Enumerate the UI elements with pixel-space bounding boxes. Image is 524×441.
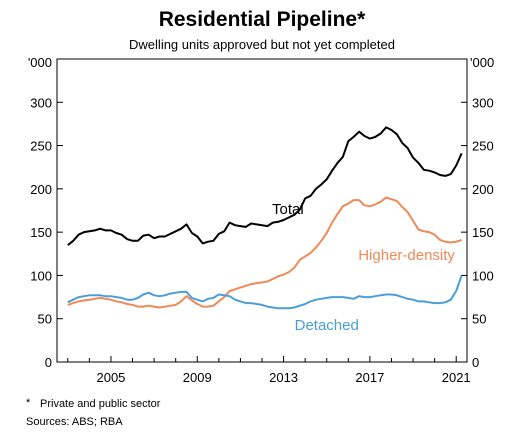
y-tick-label-left: 50 [38, 312, 52, 327]
y-tick-label-left: 100 [30, 268, 52, 283]
footnote-marker: * [26, 397, 31, 409]
series-line-detached [67, 275, 463, 310]
chart-subtitle: Dwelling units approved but not yet comp… [129, 37, 395, 52]
y-tick-label-right: 250 [472, 139, 494, 154]
y-unit-right: '000 [470, 55, 494, 70]
series-line-higher-density [67, 196, 462, 309]
x-tick-label: 2021 [442, 370, 471, 385]
x-tick-label: 2017 [355, 370, 384, 385]
y-tick-label-left: 300 [30, 95, 52, 110]
series-label-higher-density: Higher-density [358, 247, 455, 264]
y-tick-label-right: 100 [472, 268, 494, 283]
x-tick-label: 2009 [183, 370, 212, 385]
series-label-total: Total [272, 201, 304, 218]
y-tick-label-left: 250 [30, 139, 52, 154]
series-labels: Total Higher-density Detached [272, 201, 455, 334]
y-tick-label-right: 0 [472, 355, 479, 370]
x-tick-label: 2013 [269, 370, 298, 385]
x-tick-label: 2005 [96, 370, 125, 385]
y-tick-label-left: 200 [30, 182, 52, 197]
series-lines [67, 126, 463, 310]
y-tick-label-right: 200 [472, 182, 494, 197]
y-tick-label-left: 0 [45, 355, 52, 370]
series-label-detached: Detached [295, 317, 359, 334]
y-tick-label-left: 150 [30, 225, 52, 240]
y-tick-label-right: 50 [472, 312, 486, 327]
sources-note: Sources: ABS; RBA [26, 416, 123, 428]
series-line-total [67, 126, 463, 246]
axes: 0 0 50 50 100 100 150 150 200 200 250 250 300 300 '000… [28, 55, 494, 385]
y-unit-left: '000 [28, 55, 52, 70]
y-tick-label-right: 300 [472, 95, 494, 110]
y-tick-label-right: 150 [472, 225, 494, 240]
footnote: * Private and public sector [26, 397, 161, 410]
footnote-text: Private and public sector [40, 398, 161, 410]
chart-title: Residential Pipeline* [158, 8, 366, 31]
